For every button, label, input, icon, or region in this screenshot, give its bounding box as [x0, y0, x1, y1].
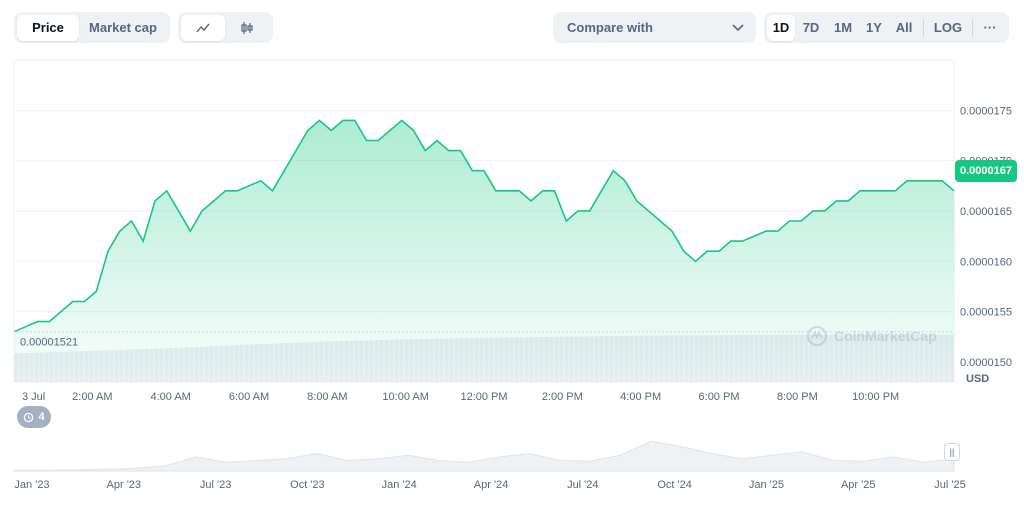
navigator-tick-label: Apr '24 [474, 479, 509, 491]
chevron-down-icon [732, 23, 744, 31]
navigator-tick-label: Jan '23 [14, 479, 49, 491]
candlestick-icon [241, 21, 253, 34]
compare-with-label: Compare with [567, 20, 653, 35]
range-1m-button[interactable]: 1M [833, 20, 853, 35]
currency-label: USD [966, 373, 990, 385]
navigator-tick-label: Jul '24 [567, 479, 598, 491]
y-tick-label: 0.0000155 [960, 307, 1012, 319]
line-chart-button[interactable] [181, 14, 225, 41]
y-tick-label: 0.0000160 [960, 256, 1012, 268]
navigator-tick-label: Jul '25 [934, 479, 965, 491]
range-1y-button[interactable]: 1Y [866, 20, 882, 35]
range-1d-button[interactable]: 1D [767, 14, 795, 41]
grip-icon: || [949, 447, 955, 457]
navigator-tick-label: Jan '25 [749, 479, 784, 491]
line-chart-icon [196, 23, 210, 32]
chart-view-toggle [178, 12, 273, 43]
navigator-tick-label: Apr '23 [107, 479, 142, 491]
y-tick-label: 0.0000165 [960, 206, 1012, 218]
price-tab[interactable]: Price [17, 14, 79, 41]
more-options-button[interactable]: ··· [983, 20, 997, 35]
x-tick-label: 8:00 PM [777, 391, 818, 403]
y-tick-label: 0.0000175 [960, 105, 1012, 117]
y-tick-label: 0.0000150 [960, 357, 1012, 369]
x-tick-label: 10:00 AM [382, 391, 428, 403]
toolbar-divider [972, 18, 973, 37]
navigator-tick-label: Oct '23 [290, 479, 325, 491]
navigator-area [13, 440, 955, 472]
navigator-tick-label: Jan '24 [382, 479, 417, 491]
price-line [13, 119, 955, 333]
coinmarketcap-logo-icon [807, 326, 827, 346]
navigator-axis: Jan '23 Apr '23 Jul '23 Oct '23 Jan '24 Apr '… [14, 470, 966, 491]
chart-type-toggle: Price Market cap [14, 12, 170, 43]
watermark: CoinMarketCap [806, 325, 937, 347]
x-tick-label: 12:00 PM [460, 391, 507, 403]
navigator-tick-label: Jul '23 [200, 479, 231, 491]
x-tick-label: 6:00 AM [229, 391, 269, 403]
events-badge[interactable]: 4 [17, 406, 51, 428]
x-tick-label: 2:00 PM [542, 391, 583, 403]
x-tick-label: 4:00 PM [620, 391, 661, 403]
history-icon [24, 412, 34, 422]
navigator-tick-label: Apr '25 [841, 479, 876, 491]
compare-with-dropdown[interactable]: Compare with [553, 12, 756, 43]
current-price-tag: 0.0000167 [955, 160, 1017, 182]
x-tick-label: 2:00 AM [72, 391, 112, 403]
x-axis: 3 Jul 2:00 AM 4:00 AM 6:00 AM 8:00 AM 10:00 A… [22, 391, 899, 403]
navigator-handle[interactable]: || [944, 443, 960, 461]
toolbar-divider [923, 18, 924, 37]
x-tick-label: 4:00 AM [150, 391, 190, 403]
events-count: 4 [38, 411, 45, 423]
x-tick-label: 10:00 PM [852, 391, 899, 403]
range-all-button[interactable]: All [895, 20, 913, 35]
navigator-tick-label: Oct '24 [657, 479, 692, 491]
open-price-label: 0.00001521 [20, 337, 78, 349]
x-tick-label: 3 Jul [22, 391, 45, 403]
log-scale-button[interactable]: LOG [933, 20, 963, 35]
market-cap-tab[interactable]: Market cap [89, 20, 157, 35]
x-tick-label: 6:00 PM [699, 391, 740, 403]
time-range-toggle: 1D 7D 1M 1Y All LOG ··· [764, 12, 1009, 43]
range-7d-button[interactable]: 7D [802, 20, 820, 35]
y-axis: 0.00001750.00001700.00001650.00001600.00… [960, 105, 1012, 369]
x-tick-label: 8:00 AM [307, 391, 347, 403]
watermark-text: CoinMarketCap [834, 328, 937, 344]
candlestick-chart-button[interactable] [225, 15, 269, 41]
